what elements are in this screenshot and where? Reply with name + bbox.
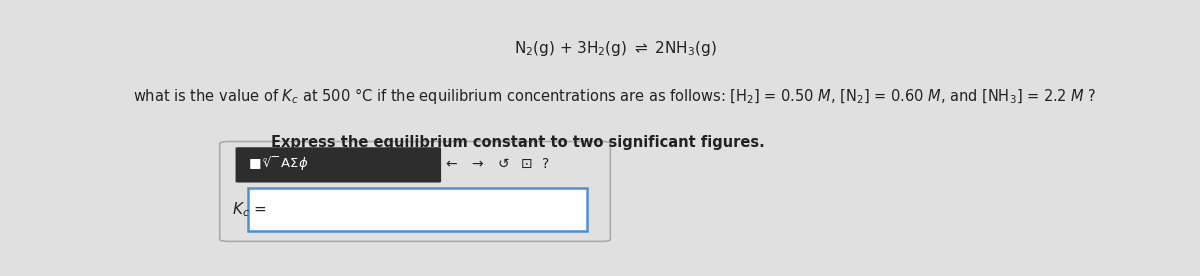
Text: what is the value of $K_c$ at 500 °C if the equilibrium concentrations are as fo: what is the value of $K_c$ at 500 °C if … [133,86,1097,106]
Text: Express the equilibrium constant to two significant figures.: Express the equilibrium constant to two … [271,135,764,150]
Bar [247,188,587,231]
FancyBboxPatch shape [220,142,611,242]
Text: $\leftarrow$  $\rightarrow$  $\circlearrowleft$  $\boxdot$  ?: $\leftarrow$ $\rightarrow$ $\circlearrow… [443,157,550,171]
FancyBboxPatch shape [235,147,442,182]
Text: $K_c$ =: $K_c$ = [232,200,266,219]
Text: N$_2$(g) + 3H$_2$(g) $\rightleftharpoons$ 2NH$_3$(g): N$_2$(g) + 3H$_2$(g) $\rightleftharpoons… [514,39,716,59]
Text: $\blacksquare\,\sqrt[n]{\,}$ A$\Sigma\phi$: $\blacksquare\,\sqrt[n]{\,}$ A$\Sigma\ph… [247,155,308,173]
